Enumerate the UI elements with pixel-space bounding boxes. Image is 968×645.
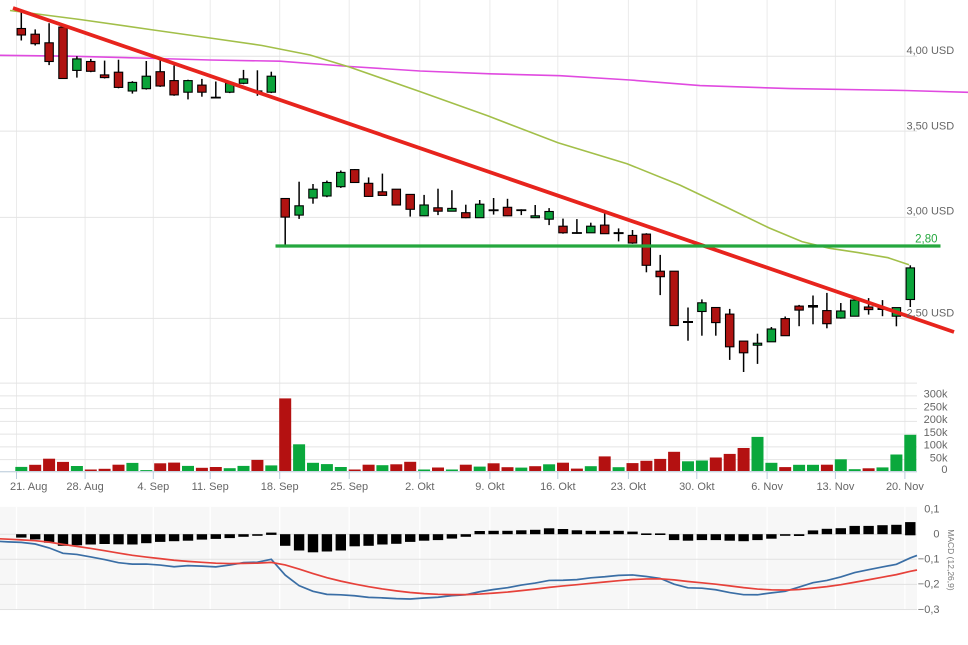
svg-text:150k: 150k bbox=[924, 427, 948, 439]
svg-text:250k: 250k bbox=[924, 401, 948, 413]
svg-text:21. Aug: 21. Aug bbox=[10, 481, 47, 493]
svg-text:200k: 200k bbox=[924, 414, 948, 426]
svg-text:23. Okt: 23. Okt bbox=[611, 481, 646, 493]
svg-text:9. Okt: 9. Okt bbox=[475, 481, 504, 493]
svg-text:50k: 50k bbox=[930, 452, 948, 464]
svg-text:2,50 USD: 2,50 USD bbox=[907, 307, 955, 319]
svg-text:0: 0 bbox=[933, 529, 939, 541]
svg-text:3,50 USD: 3,50 USD bbox=[907, 120, 955, 132]
svg-text:4,00 USD: 4,00 USD bbox=[907, 45, 955, 57]
svg-text:25. Sep: 25. Sep bbox=[330, 481, 368, 493]
svg-text:100k: 100k bbox=[924, 440, 948, 452]
svg-text:11. Sep: 11. Sep bbox=[192, 481, 229, 493]
svg-text:6. Nov: 6. Nov bbox=[751, 481, 783, 493]
svg-text:0,1: 0,1 bbox=[924, 503, 939, 515]
svg-text:2,80: 2,80 bbox=[915, 233, 937, 245]
svg-text:4. Sep: 4. Sep bbox=[137, 481, 169, 493]
svg-text:18. Sep: 18. Sep bbox=[261, 481, 299, 493]
svg-text:3,00 USD: 3,00 USD bbox=[907, 206, 955, 218]
svg-text:30. Okt: 30. Okt bbox=[679, 481, 714, 493]
svg-text:300k: 300k bbox=[924, 389, 948, 401]
svg-text:13. Nov: 13. Nov bbox=[816, 481, 854, 493]
svg-text:2. Okt: 2. Okt bbox=[405, 481, 434, 493]
svg-text:−0,3: −0,3 bbox=[918, 604, 940, 616]
svg-text:16. Okt: 16. Okt bbox=[540, 481, 575, 493]
svg-text:MACD (12,26,9): MACD (12,26,9) bbox=[946, 529, 956, 591]
svg-text:−0,2: −0,2 bbox=[918, 579, 940, 591]
svg-text:0: 0 bbox=[941, 464, 947, 476]
svg-text:−0,1: −0,1 bbox=[918, 554, 940, 566]
svg-text:28. Aug: 28. Aug bbox=[66, 481, 103, 493]
svg-text:20. Nov: 20. Nov bbox=[886, 481, 924, 493]
